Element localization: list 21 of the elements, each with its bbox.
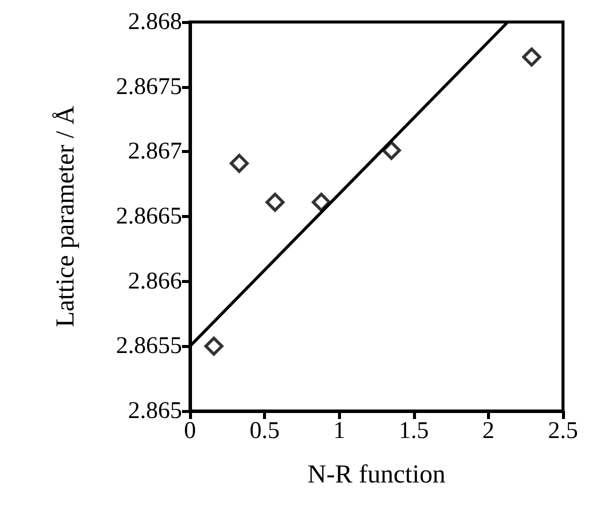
y-tick-label: 2.8655	[116, 333, 182, 360]
point	[312, 192, 331, 212]
x-tick-label: 0	[184, 418, 196, 444]
point	[230, 154, 249, 173]
x-tick-label: 2	[482, 418, 494, 444]
point	[382, 140, 401, 160]
y-tick-label: 2.8665	[116, 204, 182, 230]
x-tick-label: 0.5	[250, 418, 280, 444]
x-axis-title: N-R function	[308, 460, 446, 488]
x-tick-label: 2.5	[548, 418, 578, 444]
y-tick-label: 2.866	[128, 268, 182, 294]
y-axis-title: Lattice parameter / Å	[50, 105, 80, 328]
point	[204, 336, 224, 356]
point	[522, 48, 542, 67]
y-tick-label: 2.867	[128, 138, 182, 165]
y-tick-label: 2.868	[128, 9, 182, 35]
point	[266, 192, 285, 212]
y-tick-label: 2.8675	[116, 74, 182, 100]
y-tick-label: 2.865	[128, 398, 182, 424]
x-tick-label: 1.5	[398, 418, 429, 444]
x-tick-label: 1	[333, 418, 346, 444]
